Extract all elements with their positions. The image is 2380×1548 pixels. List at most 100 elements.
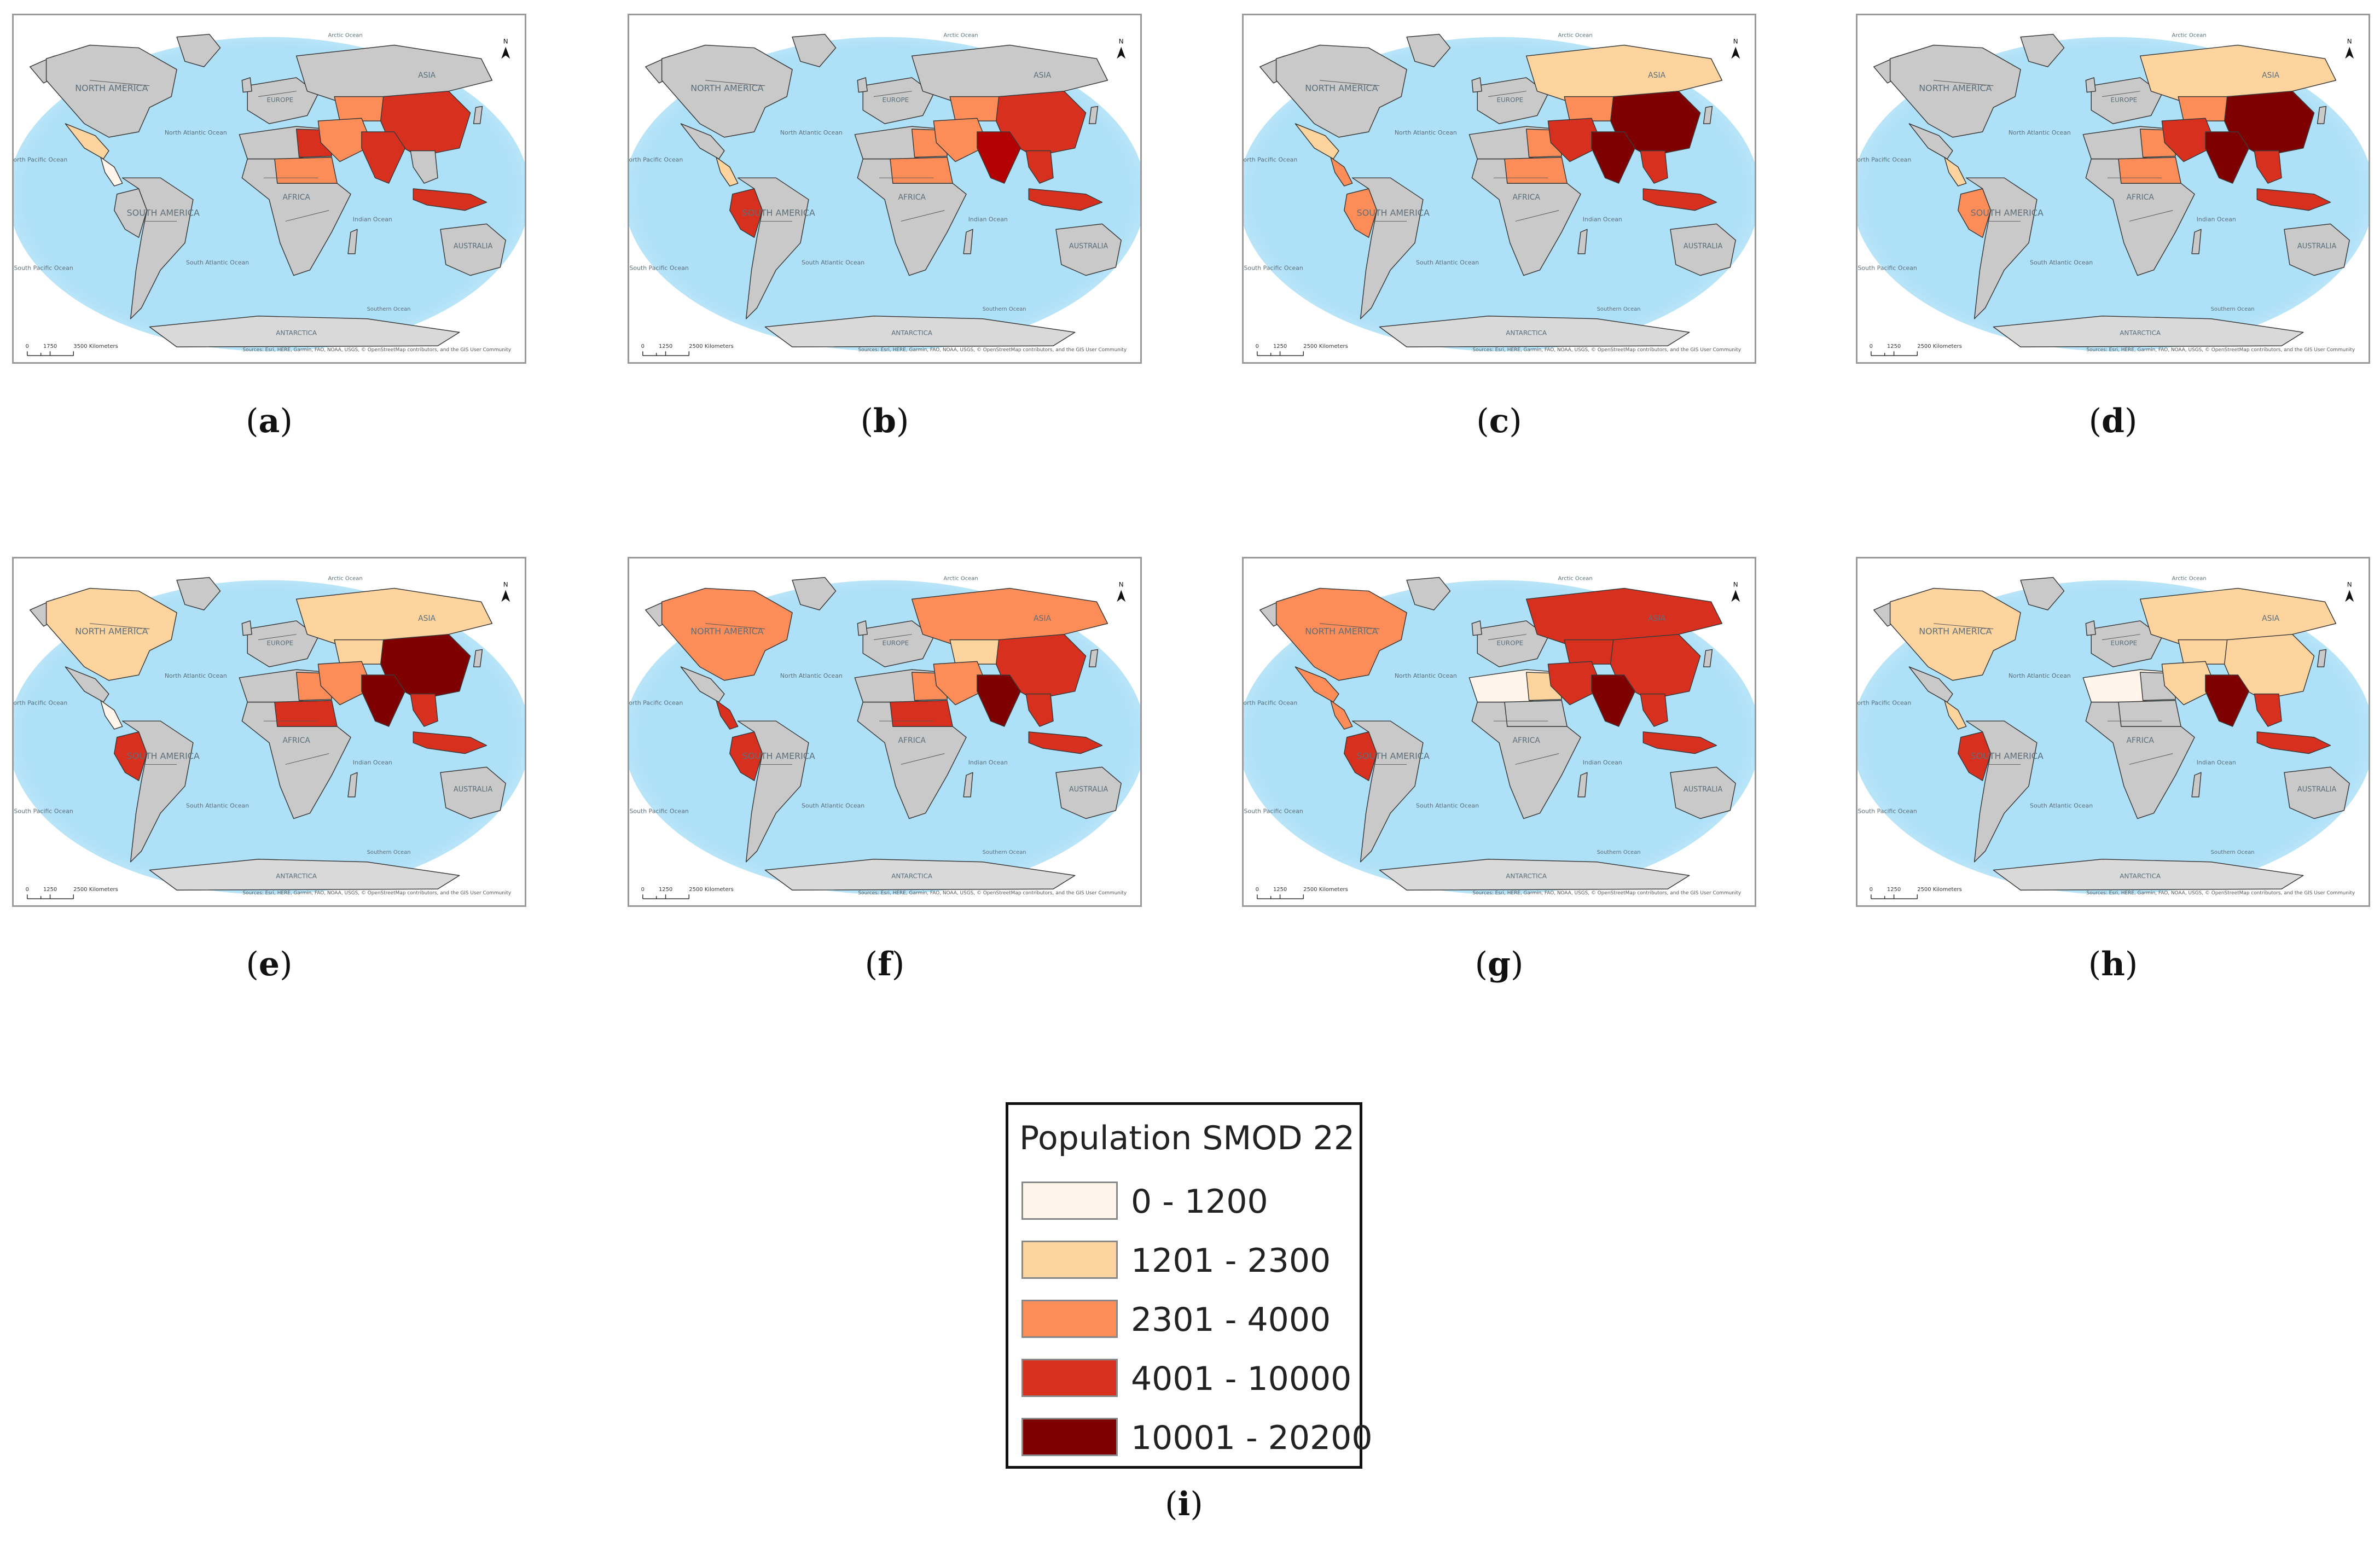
map-label-australia: AUSTRALIA xyxy=(454,785,493,794)
north-arrow-icon: N xyxy=(1731,38,1740,59)
country-north-america xyxy=(661,587,793,681)
scale-bar: 0 1750 3500 Kilometers xyxy=(26,344,118,356)
country-japan xyxy=(473,106,483,124)
map-label-europe: EUROPE xyxy=(883,96,909,104)
map-label-north-america: NORTH AMERICA xyxy=(1305,83,1378,94)
country-se-asia xyxy=(410,150,438,184)
map-label-south-atlantic: South Atlantic Ocean xyxy=(2030,802,2093,810)
country-se-asia xyxy=(410,693,438,727)
border-line xyxy=(2129,210,2173,222)
map-panel-h: NORTH AMERICA SOUTH AMERICA AFRICA EUROPE AS… xyxy=(1856,557,2370,907)
map-label-north-america: NORTH AMERICA xyxy=(1305,626,1378,637)
map-label-africa: AFRICA xyxy=(2126,193,2154,202)
map-panel-d: NORTH AMERICA SOUTH AMERICA AFRICA EUROPE AS… xyxy=(1856,14,2370,364)
country-china xyxy=(995,633,1087,700)
map-label-south-pacific: South Pacific Ocean xyxy=(629,808,688,815)
map-label-africa: AFRICA xyxy=(282,193,310,202)
map-label-south-america: SOUTH AMERICA xyxy=(127,208,200,218)
country-peru-area xyxy=(114,731,148,781)
country-sudan xyxy=(1504,156,1568,184)
panel-caption-letter: e xyxy=(258,945,280,983)
country-antarctica xyxy=(149,316,460,348)
country-se-asia xyxy=(1025,693,1054,727)
map-label-north-atlantic: North Atlantic Ocean xyxy=(2009,129,2071,136)
world-map: NORTH AMERICA SOUTH AMERICA AFRICA EUROPE AS… xyxy=(629,576,1140,899)
country-australia xyxy=(1670,766,1736,819)
country-india xyxy=(977,674,1021,727)
map-label-north-pacific: North Pacific Ocean xyxy=(629,699,683,706)
map-label-indian-ocean: Indian Ocean xyxy=(353,759,392,766)
country-central-america xyxy=(1330,156,1353,187)
border-line xyxy=(2102,91,2140,97)
country-sudan xyxy=(1504,700,1568,727)
world-map: NORTH AMERICA SOUTH AMERICA AFRICA EUROPE AS… xyxy=(1244,33,1755,356)
scale-bar: 0 1250 2500 Kilometers xyxy=(1256,344,1348,356)
map-label-australia: AUSTRALIA xyxy=(454,242,493,251)
map-label-south-atlantic: South Atlantic Ocean xyxy=(1416,259,1479,266)
country-greenland xyxy=(1406,33,1451,67)
country-middle-east xyxy=(1547,661,1603,706)
country-peru-area xyxy=(1958,731,1992,781)
country-australia xyxy=(1055,223,1122,276)
map-label-south-pacific: South Pacific Ocean xyxy=(14,808,73,815)
world-map: NORTH AMERICA SOUTH AMERICA AFRICA EUROPE AS… xyxy=(1857,576,2369,899)
country-india xyxy=(2205,674,2250,727)
map-label-north-america: NORTH AMERICA xyxy=(1919,626,1992,637)
country-mexico xyxy=(1908,123,1953,160)
map-label-southern-ocean: Southern Ocean xyxy=(2211,849,2255,856)
border-line xyxy=(90,623,150,630)
map-label-arctic-ocean: Arctic Ocean xyxy=(328,33,363,39)
country-sudan xyxy=(890,700,953,727)
scale-bar: 0 1250 2500 Kilometers xyxy=(1256,887,1348,899)
north-arrow-icon: N xyxy=(2345,38,2354,59)
country-se-asia xyxy=(1640,693,1668,727)
map-label-antarctica: ANTARCTICA xyxy=(1506,329,1547,336)
panel-caption-g: (g) xyxy=(1475,945,1524,983)
map-panel-f: NORTH AMERICA SOUTH AMERICA AFRICA EUROPE AS… xyxy=(628,557,1142,907)
country-north-america xyxy=(1889,587,2021,681)
map-label-africa: AFRICA xyxy=(1512,193,1540,202)
country-middle-east xyxy=(933,118,989,162)
svg-text:0: 0 xyxy=(1870,344,1873,350)
border-line xyxy=(1488,91,1526,97)
map-label-south-atlantic: South Atlantic Ocean xyxy=(186,802,249,810)
country-middle-east xyxy=(2161,118,2217,162)
map-label-africa: AFRICA xyxy=(898,193,926,202)
country-central-america xyxy=(716,156,739,187)
border-line xyxy=(2129,753,2173,765)
country-peru-area xyxy=(729,731,763,781)
country-madagascar xyxy=(2191,772,2202,798)
svg-text:N: N xyxy=(503,581,508,589)
legend-label: 10001 - 20200 xyxy=(1131,1419,1373,1457)
border-line xyxy=(1320,623,1380,630)
map-label-south-pacific: South Pacific Ocean xyxy=(629,265,688,272)
svg-text:N: N xyxy=(503,38,508,45)
world-map: NORTH AMERICA SOUTH AMERICA AFRICA EUROPE AS… xyxy=(1857,33,2369,356)
map-label-africa: AFRICA xyxy=(282,736,310,745)
country-peru-area xyxy=(1344,188,1378,238)
country-mexico xyxy=(1295,666,1339,703)
panel-caption-letter: g xyxy=(1488,945,1511,983)
country-se-asia xyxy=(2254,693,2282,727)
country-australia xyxy=(440,766,506,819)
border-line xyxy=(258,91,297,97)
map-label-africa: AFRICA xyxy=(1512,736,1540,745)
country-japan xyxy=(1088,649,1099,667)
border-line xyxy=(874,91,912,97)
svg-text:1750: 1750 xyxy=(43,344,57,350)
country-madagascar xyxy=(347,772,358,798)
map-label-asia: ASIA xyxy=(1648,614,1665,623)
country-japan xyxy=(473,649,483,667)
north-arrow-icon: N xyxy=(1731,581,1740,602)
map-label-southern-ocean: Southern Ocean xyxy=(983,849,1026,856)
map-label-australia: AUSTRALIA xyxy=(1069,785,1108,794)
map-label-africa: AFRICA xyxy=(2126,736,2154,745)
country-middle-east xyxy=(2161,661,2217,706)
map-label-indian-ocean: Indian Ocean xyxy=(2197,216,2236,223)
svg-text:N: N xyxy=(2347,581,2352,589)
country-indonesia xyxy=(1642,731,1717,754)
country-se-asia xyxy=(1025,150,1054,184)
map-label-south-america: SOUTH AMERICA xyxy=(742,208,815,218)
country-central-america xyxy=(1330,700,1353,730)
country-europe xyxy=(1477,620,1549,667)
